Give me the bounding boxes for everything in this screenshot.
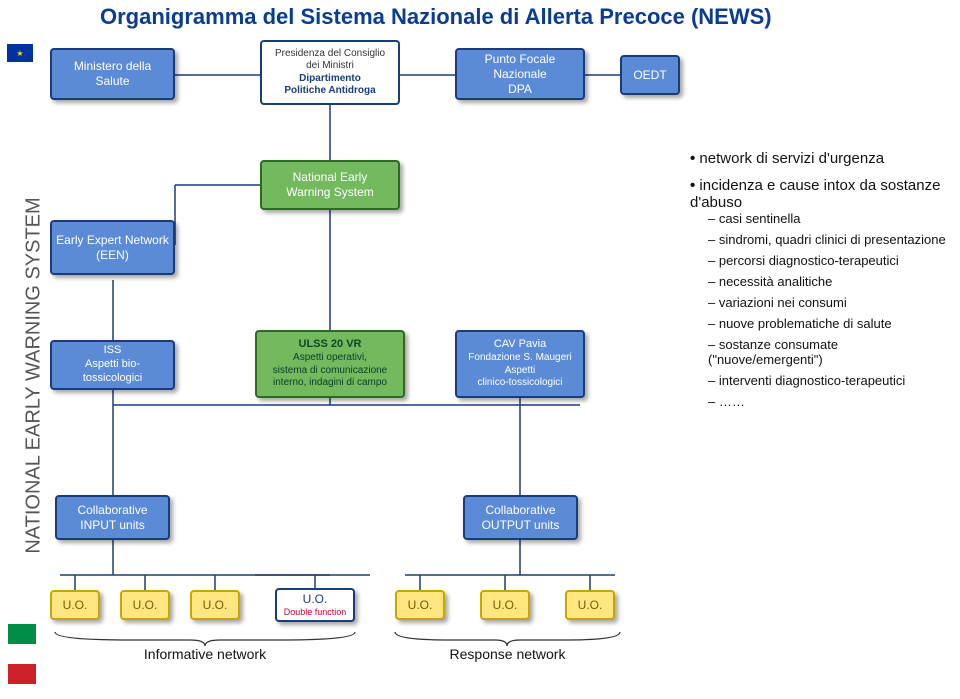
l2: Warning System <box>286 185 374 200</box>
brace-right-label: Response network <box>390 646 625 662</box>
node-een: Early Expert Network (EEN) <box>50 220 175 275</box>
sub-7: sostanze consumate ("nuove/emergenti") <box>708 337 950 367</box>
l4: Politiche Antidroga <box>284 85 375 98</box>
l2: Aspetti operativi, <box>293 352 367 365</box>
eu-flag-icon: ★ <box>7 44 33 62</box>
node-collab-output: Collaborative OUTPUT units <box>463 495 578 540</box>
node-collab-input: Collaborative INPUT units <box>55 495 170 540</box>
node-presidenza-consiglio: Presidenza del Consiglio dei Ministri Di… <box>260 40 400 105</box>
sub-2: sindromi, quadri clinici di presentazion… <box>708 232 950 247</box>
l2: Double function <box>284 607 347 618</box>
label: U.O. <box>408 598 433 613</box>
uo-right-2: U.O. <box>480 590 530 620</box>
l1: Collaborative <box>77 503 147 518</box>
node-ministero-salute: Ministero della Salute <box>50 48 175 100</box>
brace-response: Response network <box>390 630 625 662</box>
l1: Presidenza del Consiglio <box>275 48 385 61</box>
l3: Dipartimento <box>299 73 361 86</box>
l1: CAV Pavia <box>494 338 546 352</box>
sub-3: percorsi diagnostico-terapeutici <box>708 253 950 268</box>
sub-1: casi sentinella <box>708 211 950 226</box>
label: U.O. <box>133 598 158 613</box>
node-oedt: OEDT <box>620 55 680 95</box>
left-sidebar: ★ NATIONAL EARLY WARNING SYSTEM <box>6 44 34 684</box>
l2: Fondazione S. Maugeri <box>468 352 571 365</box>
sidebar-vertical-label: NATIONAL EARLY WARNING SYSTEM <box>23 197 46 553</box>
uo-left-1: U.O. <box>50 590 100 620</box>
l4: clinico-tossicologici <box>477 377 562 390</box>
bullet-1: network di servizi d'urgenza <box>690 150 950 167</box>
uo-left-3: U.O. <box>190 590 240 620</box>
label: U.O. <box>578 598 603 613</box>
sub-4: necessità analitiche <box>708 274 950 289</box>
l2: DPA <box>508 82 532 97</box>
l3: Aspetti <box>505 365 536 378</box>
label: U.O. <box>493 598 518 613</box>
italian-flag-icon <box>8 624 36 684</box>
uo-double-function: U.O. Double function <box>275 588 355 622</box>
l2: Aspetti bio-tossicologici <box>56 358 169 386</box>
sub-5: variazioni nei consumi <box>708 295 950 310</box>
sub-8: interventi diagnostico-terapeutici <box>708 373 950 388</box>
right-bullet-list: network di servizi d'urgenza incidenza e… <box>690 150 950 419</box>
l2: (EEN) <box>96 248 129 263</box>
l1: Punto Focale Nazionale <box>461 52 579 82</box>
label: OEDT <box>633 68 666 83</box>
l1: Early Expert Network <box>56 233 169 248</box>
node-cav-pavia: CAV Pavia Fondazione S. Maugeri Aspetti … <box>455 330 585 398</box>
node-national-ews: National Early Warning System <box>260 160 400 210</box>
l1: U.O. <box>303 592 328 607</box>
label: U.O. <box>63 598 88 613</box>
l3: sistema di comunicazione <box>273 365 388 378</box>
node-punto-focale: Punto Focale Nazionale DPA <box>455 48 585 100</box>
uo-right-1: U.O. <box>395 590 445 620</box>
l2: dei Ministri <box>306 60 354 73</box>
l2: INPUT units <box>80 518 144 533</box>
page-title: Organigramma del Sistema Nazionale di Al… <box>100 4 772 30</box>
node-iss: ISS Aspetti bio-tossicologici <box>50 340 175 390</box>
l4: interno, indagini di campo <box>273 377 387 390</box>
label: Ministero della Salute <box>56 59 169 89</box>
brace-informative: Informative network <box>50 630 360 662</box>
sub-6: nuove problematiche di salute <box>708 316 950 331</box>
uo-right-3: U.O. <box>565 590 615 620</box>
bullet-2-text: incidenza e cause intox da sostanze d'ab… <box>690 177 940 211</box>
uo-left-2: U.O. <box>120 590 170 620</box>
l1: ISS <box>104 344 122 358</box>
l2: OUTPUT units <box>482 518 560 533</box>
node-ulss20: ULSS 20 VR Aspetti operativi, sistema di… <box>255 330 405 398</box>
label: U.O. <box>203 598 228 613</box>
l1: Collaborative <box>485 503 555 518</box>
l1: ULSS 20 VR <box>299 338 362 352</box>
l1: National Early <box>293 170 368 185</box>
brace-left-label: Informative network <box>50 646 360 662</box>
bullet-2: incidenza e cause intox da sostanze d'ab… <box>690 177 950 409</box>
sub-9: …… <box>708 394 950 409</box>
